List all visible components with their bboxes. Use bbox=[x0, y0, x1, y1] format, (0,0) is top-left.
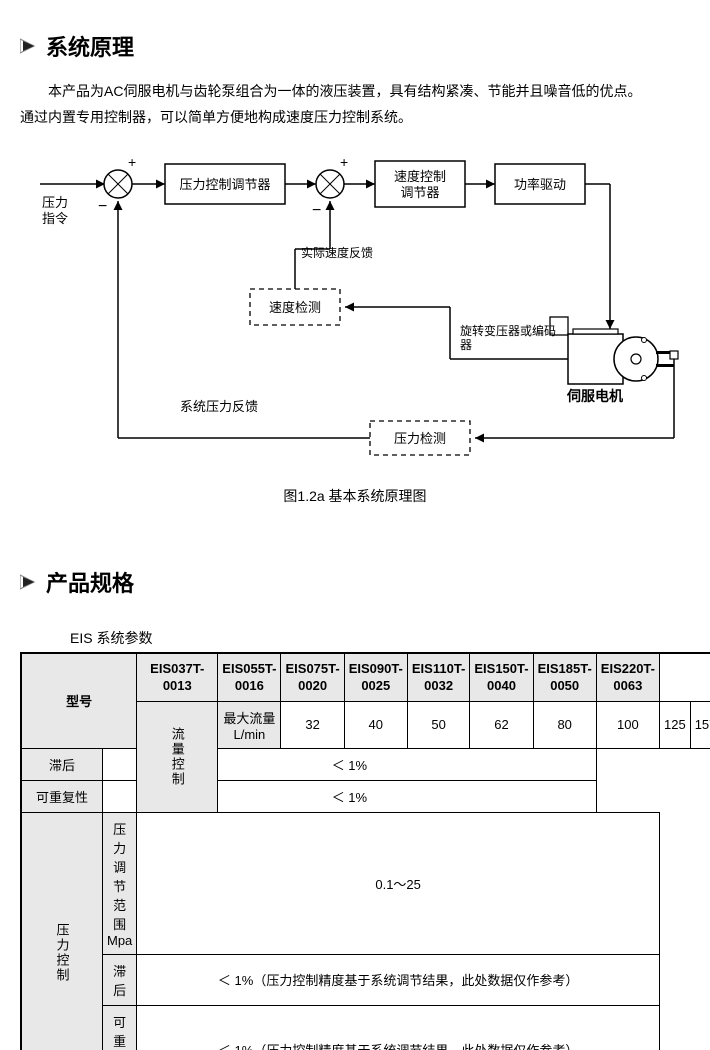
label-actual-speed-fb: 实际速度反馈 bbox=[301, 245, 373, 260]
section-title: 系统原理 bbox=[46, 30, 134, 62]
block-pressure-regulator-label: 压力控制调节器 bbox=[179, 177, 270, 192]
triangle-icon bbox=[20, 37, 38, 55]
row-flow-repeat: 可重复性 bbox=[21, 780, 103, 812]
plus-1: + bbox=[128, 154, 136, 170]
block-pressure-detect-label: 压力检测 bbox=[394, 431, 446, 446]
cell-flow-3: 62 bbox=[470, 701, 533, 748]
block-power-drive-label: 功率驱动 bbox=[514, 177, 566, 192]
block-speed-detect-label: 速度检测 bbox=[269, 300, 321, 315]
label-resolver-1: 旋转变压器或编码 bbox=[460, 323, 556, 338]
cell-flow-0: 32 bbox=[281, 701, 344, 748]
th-m2: EIS075T-0020 bbox=[281, 653, 344, 702]
row-pressure-lag: 滞后 bbox=[103, 954, 137, 1005]
row-pressure-repeat: 可重复性 bbox=[103, 1005, 137, 1050]
triangle-icon bbox=[20, 573, 38, 591]
cell-pressure-repeat: ＜ 1%（压力控制精度基于系统调节结果，此处数据仅作参考） bbox=[137, 1005, 660, 1050]
th-m7: EIS220T-0063 bbox=[596, 653, 659, 702]
th-m4: EIS110T-0032 bbox=[407, 653, 469, 702]
cell-flow-7: 157 bbox=[690, 701, 710, 748]
label-servo-motor: 伺服电机 bbox=[566, 388, 623, 404]
row-pressure-range: 压力调节范围 Mpa bbox=[103, 812, 137, 954]
minus-2: − bbox=[312, 202, 321, 219]
th-m6: EIS185T-0050 bbox=[533, 653, 596, 702]
terminal-square bbox=[670, 351, 678, 359]
system-diagram: 压力 指令 + − 压力控制调节器 + − 速度控制 调节器 bbox=[20, 139, 690, 506]
row-max-flow: 最大流量 L/min bbox=[218, 701, 281, 748]
cell-flow-4: 80 bbox=[533, 701, 596, 748]
label-sys-pressure-fb: 系统压力反馈 bbox=[180, 399, 258, 414]
cell-flow-1: 40 bbox=[344, 701, 407, 748]
spec-table: 型号 EIS037T-0013 EIS055T-0016 EIS075T-002… bbox=[20, 652, 710, 1050]
cell-flow-5: 100 bbox=[596, 701, 659, 748]
summing-junction-1 bbox=[104, 170, 132, 198]
cell-flow-6: 125 bbox=[659, 701, 690, 748]
block-speed-regulator bbox=[375, 161, 465, 207]
block-speed-regulator-l2: 调节器 bbox=[400, 185, 439, 200]
summing-junction-2 bbox=[316, 170, 344, 198]
intro-paragraph-1: 本产品为AC伺服电机与齿轮泵组合为一体的液压装置，具有结构紧凑、节能并且噪音低的… bbox=[20, 80, 690, 102]
intro-paragraph-2: 通过内置专用控制器，可以简单方便地构成速度压力控制系统。 bbox=[20, 106, 690, 128]
th-m0: EIS037T-0013 bbox=[137, 653, 218, 702]
cell-pressure-range: 0.1～25 bbox=[137, 812, 660, 954]
minus-1: − bbox=[98, 198, 107, 215]
th-model: 型号 bbox=[21, 653, 137, 749]
section-header-2: 产品规格 bbox=[20, 566, 690, 598]
th-m3: EIS090T-0025 bbox=[344, 653, 407, 702]
section-title-2: 产品规格 bbox=[46, 566, 134, 598]
label-resolver-2: 器 bbox=[460, 338, 472, 352]
th-m5: EIS150T-0040 bbox=[470, 653, 533, 702]
section-header: 系统原理 bbox=[20, 30, 690, 62]
block-speed-regulator-l1: 速度控制 bbox=[394, 169, 446, 184]
servo-motor-drawing bbox=[550, 317, 674, 384]
label-pressure-cmd-2: 指令 bbox=[42, 211, 68, 226]
table-title: EIS 系统参数 bbox=[70, 628, 690, 648]
cell-pressure-lag: ＜ 1%（压力控制精度基于系统调节结果，此处数据仅作参考） bbox=[137, 954, 660, 1005]
plus-2: + bbox=[340, 154, 348, 170]
cell-flow-2: 50 bbox=[407, 701, 469, 748]
row-group-pressure: 压力控制 bbox=[21, 812, 103, 1050]
diagram-caption: 图1.2a 基本系统原理图 bbox=[20, 486, 690, 506]
label-pressure-cmd-1: 压力 bbox=[42, 195, 68, 210]
row-flow-lag: 滞后 bbox=[21, 748, 103, 780]
th-m1: EIS055T-0016 bbox=[218, 653, 281, 702]
